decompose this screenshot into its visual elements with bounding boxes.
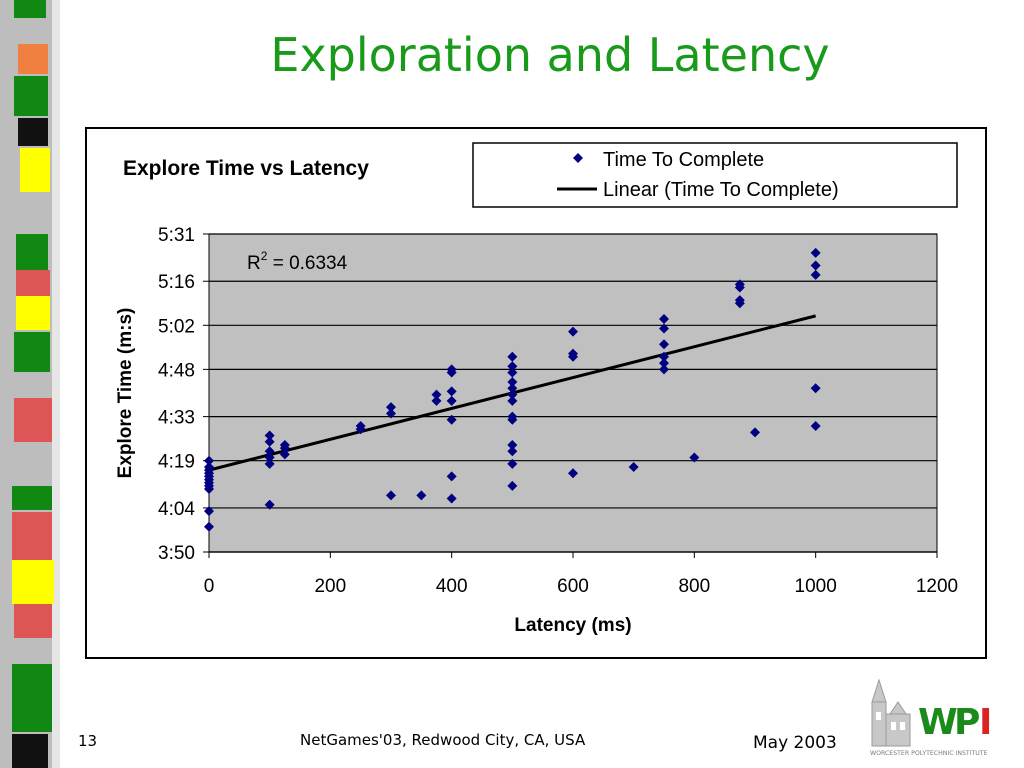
x-tick-label: 400	[436, 576, 468, 597]
chart-title: Explore Time vs Latency	[123, 157, 369, 180]
x-tick-label: 1200	[916, 576, 958, 597]
data-point	[659, 314, 669, 325]
data-point	[386, 490, 396, 501]
data-point	[628, 461, 639, 472]
x-tick-label: 200	[314, 576, 346, 597]
data-point	[507, 446, 518, 457]
data-point	[446, 386, 457, 397]
data-point	[507, 376, 518, 387]
data-point	[264, 446, 275, 457]
r-squared-annotation: R2 = 0.6334	[247, 249, 348, 274]
legend-box	[472, 142, 958, 208]
data-point	[507, 383, 518, 394]
data-point	[734, 279, 745, 290]
legend-label-series: Time To Complete	[603, 149, 764, 171]
scatter-chart: Explore Time vs Latency Time To Complete L…	[115, 142, 958, 636]
data-point	[734, 295, 745, 306]
data-point	[568, 326, 578, 337]
data-point	[386, 408, 396, 419]
y-tick-label: 5:16	[158, 272, 195, 293]
data-point	[264, 436, 275, 447]
data-point	[431, 389, 442, 400]
data-point	[810, 260, 821, 271]
footer-date: May 2003	[753, 733, 837, 753]
data-point	[568, 468, 578, 479]
data-point	[507, 361, 518, 372]
data-point	[264, 499, 275, 510]
x-tick-label: 0	[204, 576, 215, 597]
data-point	[264, 430, 275, 441]
data-point	[507, 458, 518, 469]
wpi-logo: W P I WORCESTER POLYTECHNIC INSTITUTE	[870, 678, 992, 757]
data-point	[279, 439, 290, 450]
y-tick-label: 3:50	[158, 543, 195, 564]
y-tick-label: 4:48	[158, 360, 195, 381]
data-point	[568, 348, 578, 359]
data-point	[204, 455, 214, 466]
legend-marker-diamond	[573, 153, 583, 163]
data-point	[416, 490, 427, 501]
page-number: 13	[78, 732, 98, 750]
data-point	[659, 351, 669, 362]
decorative-color-strip	[0, 0, 60, 768]
data-point	[507, 480, 518, 491]
legend-label-trend: Linear (Time To Complete)	[603, 179, 839, 201]
data-point	[204, 506, 214, 517]
data-point	[750, 427, 760, 438]
x-tick-label: 800	[678, 576, 710, 597]
data-point	[204, 521, 214, 532]
data-point	[446, 493, 457, 504]
x-tick-label: 1000	[795, 576, 837, 597]
chart-frame: Explore Time vs Latency Time To Complete L…	[85, 127, 987, 659]
data-point	[659, 323, 669, 334]
x-axis-title: Latency (ms)	[514, 615, 631, 636]
svg-text:WORCESTER POLYTECHNIC INSTITUT: WORCESTER POLYTECHNIC INSTITUTE	[870, 750, 988, 757]
y-tick-label: 4:19	[158, 452, 195, 473]
slide-title: Exploration and Latency	[270, 28, 830, 82]
data-point	[810, 247, 821, 258]
data-point	[810, 421, 821, 432]
data-point	[689, 452, 700, 463]
data-point	[659, 339, 669, 350]
y-axis-title: Explore Time (m:s)	[115, 308, 136, 479]
svg-text:W: W	[918, 702, 958, 743]
data-point	[431, 395, 442, 406]
data-point	[810, 383, 821, 394]
svg-text:P: P	[954, 702, 980, 743]
data-point	[659, 358, 669, 369]
data-point	[446, 414, 457, 425]
data-point	[446, 471, 457, 482]
data-point	[507, 439, 518, 450]
data-point	[810, 269, 821, 280]
x-tick-label: 600	[557, 576, 589, 597]
y-tick-label: 4:04	[158, 499, 195, 520]
data-point	[264, 458, 275, 469]
y-tick-label: 4:33	[158, 408, 195, 429]
data-point	[507, 351, 518, 362]
data-point	[355, 421, 366, 432]
data-point	[507, 367, 518, 378]
footer-conference: NetGames'03, Redwood City, CA, USA	[300, 731, 586, 749]
y-tick-label: 5:31	[158, 225, 195, 246]
y-tick-label: 5:02	[158, 316, 195, 337]
data-point	[279, 449, 290, 460]
data-point	[507, 395, 518, 406]
data-point	[204, 484, 214, 495]
data-point	[446, 364, 457, 375]
data-point	[386, 402, 396, 413]
svg-text:I: I	[979, 702, 992, 743]
data-point	[507, 411, 518, 422]
data-point	[507, 389, 518, 400]
data-point	[264, 452, 275, 463]
data-point	[659, 364, 669, 375]
data-point	[446, 395, 457, 406]
